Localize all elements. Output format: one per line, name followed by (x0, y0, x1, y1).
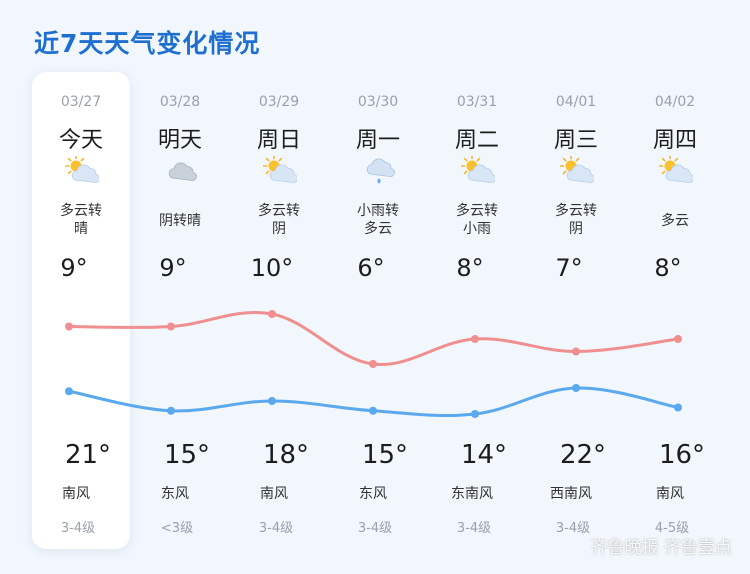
partly-cloudy-icon (65, 156, 99, 183)
today-card (32, 72, 130, 549)
day-condition: 多云转 小雨 (428, 202, 526, 238)
day-temp-top: 9° (159, 254, 187, 282)
day-column: 03/31 周二多云转小雨 8° 14° 东南风 3-4级 (428, 72, 526, 549)
day-condition: 多云转阴 (527, 202, 625, 238)
day-condition-line: 多云转 (258, 203, 300, 219)
day-condition-line: 小雨 (463, 221, 491, 237)
day-name: 今天 (58, 128, 103, 153)
day-temp-top: 7° (555, 254, 583, 282)
day-name: 周四 (652, 128, 697, 153)
day-wind-level: 3-4级 (555, 521, 591, 536)
day-column: 03/28 明天阴转晴 9° 15° 东风 <3级 (131, 72, 229, 549)
partly-cloudy-icon (263, 156, 297, 183)
day-column: 03/27 今天多云转晴 9° 21° 南风 3-4级 (32, 72, 130, 549)
day-column: 03/29 周日多云转阴 10° 18° 南风 3-4级 (230, 72, 328, 549)
overcast-icon (168, 162, 197, 181)
day-temp-bottom: 16° (658, 440, 706, 470)
day-temp-bottom: 15° (163, 440, 211, 470)
day-condition-line: 阴转晴 (159, 213, 201, 229)
day-temp-top: 6° (357, 254, 385, 282)
day-date: 04/02 (654, 94, 696, 110)
day-wind-level: 4-5级 (654, 521, 690, 536)
day-wind-direction: 南风 (62, 486, 90, 502)
day-name: 周二 (454, 128, 499, 153)
day-condition: 多云转阴 (230, 202, 328, 238)
day-condition-line: 多云转 (60, 203, 102, 219)
day-name: 周一 (355, 128, 400, 153)
day-column: 03/30 周一小雨转多云 6° 15° 东风 3-4级 (329, 72, 427, 549)
day-wind-level: 3-4级 (60, 521, 96, 536)
partly-cloudy-icon (659, 156, 693, 183)
partly-cloudy-icon (560, 156, 594, 183)
day-wind-level: 3-4级 (258, 521, 294, 536)
day-condition-line: 多云转 (456, 203, 498, 219)
day-date: 03/28 (159, 94, 201, 110)
day-temp-bottom: 15° (361, 440, 409, 470)
day-wind-direction: 南风 (656, 486, 684, 502)
day-temp-top: 10° (250, 254, 294, 282)
day-condition: 阴转晴 (131, 212, 229, 230)
day-temp-bottom: 18° (262, 440, 310, 470)
day-condition: 多云 (626, 212, 724, 230)
day-wind-level: <3级 (160, 521, 194, 536)
day-date: 03/30 (357, 94, 399, 110)
day-condition-line: 阴 (272, 221, 286, 237)
day-name: 周日 (256, 128, 301, 153)
partly-cloudy-icon (461, 156, 495, 183)
page-title: 近7天天气变化情况 (34, 29, 261, 58)
day-name: 周三 (553, 128, 598, 153)
day-temp-bottom: 14° (460, 440, 508, 470)
day-condition-line: 小雨转 (357, 203, 399, 219)
day-condition-line: 多云转 (555, 203, 597, 219)
day-temp-top: 8° (654, 254, 682, 282)
watermark: 齐鲁晚报 齐鲁壹点 (590, 538, 732, 558)
day-temp-bottom: 22° (559, 440, 607, 470)
day-wind-direction: 南风 (260, 486, 288, 502)
day-date: 03/31 (456, 94, 498, 110)
day-date: 03/29 (258, 94, 300, 110)
day-date: 03/27 (60, 94, 102, 110)
day-temp-bottom: 21° (64, 440, 112, 470)
day-temp-top: 9° (60, 254, 88, 282)
day-date: 04/01 (555, 94, 597, 110)
light-rain-icon (366, 158, 395, 184)
day-name: 明天 (157, 128, 202, 153)
day-wind-level: 3-4级 (357, 521, 393, 536)
day-condition: 多云转晴 (32, 202, 130, 238)
day-column: 04/01 周三多云转阴 7° 22° 西南风 3-4级 (527, 72, 625, 549)
day-condition-line: 晴 (74, 221, 88, 237)
day-condition: 小雨转 多云 (329, 202, 427, 238)
day-wind-direction: 东南风 (451, 486, 493, 502)
day-condition-line: 多云 (661, 213, 689, 229)
day-temp-top: 8° (456, 254, 484, 282)
day-column: 04/02 周四多云 8° 16° 南风 4-5级 (626, 72, 724, 549)
day-wind-direction: 西南风 (550, 486, 592, 502)
day-wind-direction: 东风 (359, 486, 387, 502)
day-wind-level: 3-4级 (456, 521, 492, 536)
day-wind-direction: 东风 (161, 486, 189, 502)
day-condition-line: 阴 (569, 221, 583, 237)
day-condition-line: 多云 (364, 221, 392, 237)
